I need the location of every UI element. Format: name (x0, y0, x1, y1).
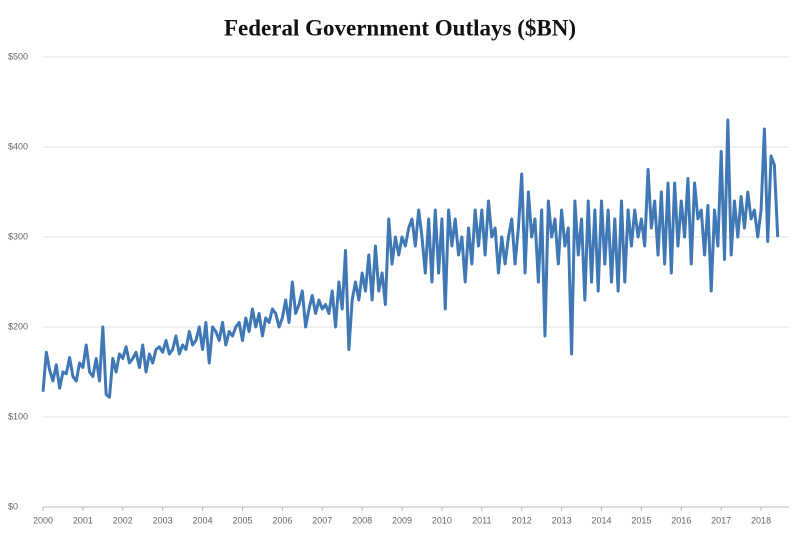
x-tick-label: 2018 (751, 515, 771, 525)
x-tick-label: 2016 (671, 515, 691, 525)
x-tick-label: 2004 (193, 515, 213, 525)
x-tick-label: 2002 (113, 515, 133, 525)
y-tick-label: $200 (8, 321, 28, 331)
x-tick-label: 2012 (512, 515, 532, 525)
chart-title: Federal Government Outlays ($BN) (224, 15, 576, 40)
x-tick-label: 2014 (591, 515, 611, 525)
x-tick-label: 2015 (631, 515, 651, 525)
x-tick-label: 2011 (472, 515, 491, 525)
y-tick-label: $300 (8, 231, 28, 241)
y-tick-label: $400 (8, 141, 28, 151)
x-tick-label: 2009 (392, 515, 412, 525)
x-tick-label: 2003 (153, 515, 173, 525)
x-tick-label: 2010 (432, 515, 452, 525)
x-tick-label: 2005 (232, 515, 252, 525)
x-tick-label: 2000 (33, 515, 53, 525)
x-tick-label: 2007 (312, 515, 332, 525)
y-tick-label: $0 (8, 501, 18, 511)
x-tick-label: 2008 (352, 515, 372, 525)
series-line (41, 118, 780, 399)
y-tick-label: $100 (8, 411, 28, 421)
x-tick-label: 2017 (711, 515, 731, 525)
y-tick-label: $500 (8, 51, 28, 61)
x-tick-label: 2001 (73, 515, 93, 525)
x-tick-label: 2013 (552, 515, 572, 525)
x-tick-label: 2006 (272, 515, 292, 525)
